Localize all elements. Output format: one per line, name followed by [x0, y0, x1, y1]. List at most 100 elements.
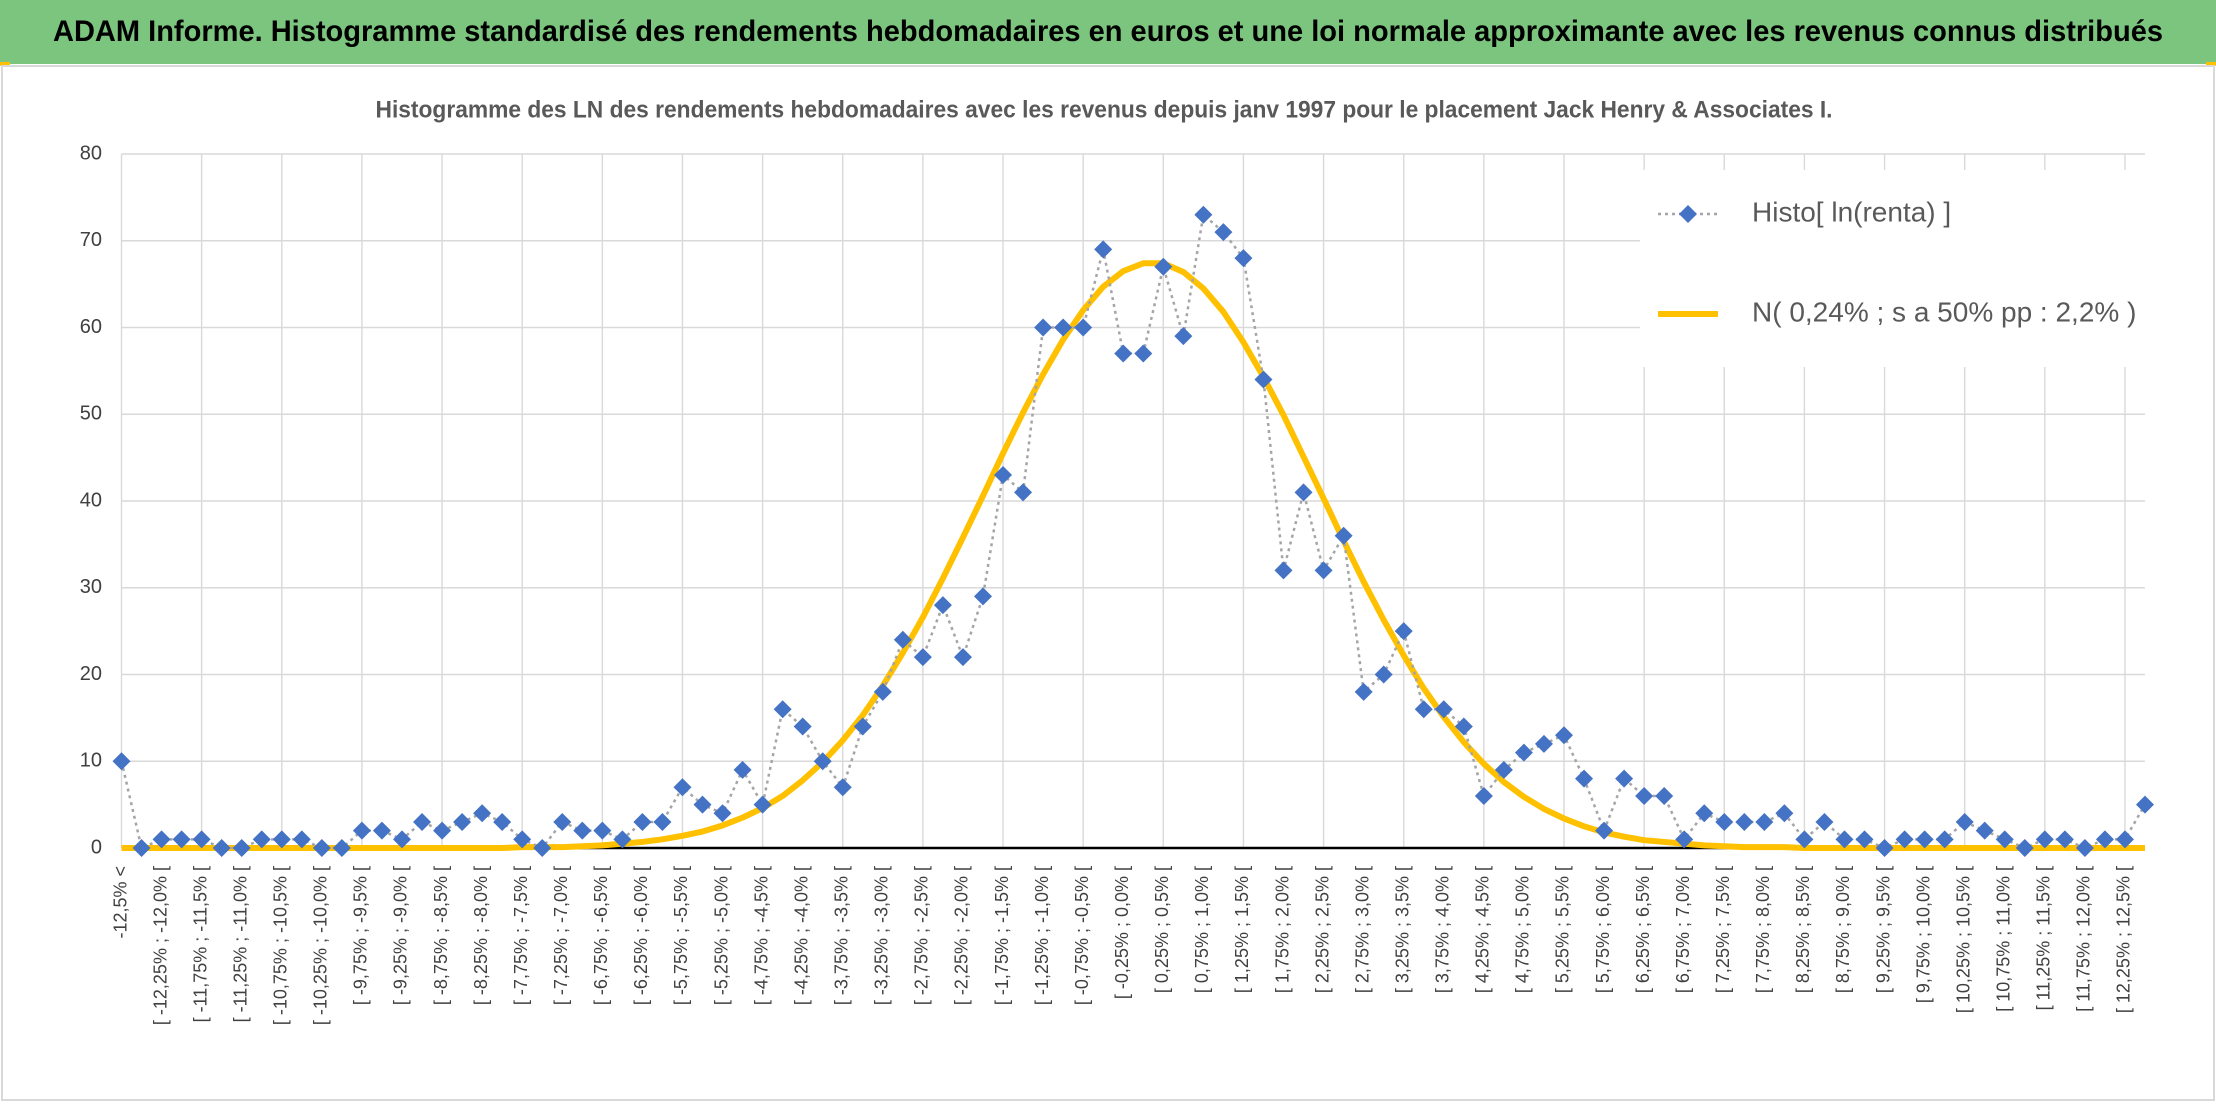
- data-point: [1615, 769, 1634, 788]
- data-point: [1154, 257, 1173, 276]
- data-point: [733, 760, 752, 779]
- data-point: [2035, 830, 2054, 849]
- y-tick-label: 70: [80, 229, 102, 251]
- legend-label: Histo[ ln(renta) ]: [1752, 196, 1951, 227]
- data-point: [473, 804, 492, 823]
- data-point: [453, 812, 472, 831]
- data-point: [1234, 249, 1253, 268]
- x-tick-label: [ 8,25% ; 8,5% [: [1793, 866, 1813, 993]
- x-tick-label: [ -8,75% ; -8,5% [: [431, 866, 451, 1005]
- data-point: [332, 839, 351, 857]
- data-point: [773, 700, 792, 719]
- data-point: [1735, 812, 1754, 831]
- x-tick-label: [ 0,75% ; 1,0% [: [1192, 866, 1212, 993]
- x-tick-label: [ 11,25% ; 11,5% [: [2034, 866, 2054, 1010]
- data-point: [1915, 830, 1934, 849]
- x-tick-label: [ -12,25% ; -12,0% [: [150, 866, 170, 1025]
- legend-label: N( 0,24% ; s a 50% pp : 2,2% ): [1752, 296, 2136, 327]
- corner: [2206, 62, 2216, 66]
- x-tick-label: [ 3,75% ; 4,0% [: [1433, 866, 1453, 993]
- data-point: [292, 830, 311, 849]
- data-point: [693, 795, 712, 814]
- data-point: [352, 821, 371, 840]
- data-point: [2115, 830, 2134, 849]
- x-tick-label: [ 9,25% ; 9,5% [: [1873, 866, 1893, 993]
- data-point: [312, 839, 331, 857]
- x-tick-label: [ -7,25% ; -7,0% [: [551, 866, 571, 1005]
- data-point: [1595, 821, 1614, 840]
- x-tick-label: [ 4,25% ; 4,5% [: [1473, 866, 1493, 993]
- x-tick-label: [ -6,75% ; -6,5% [: [591, 866, 611, 1005]
- legend-box: [1640, 170, 2148, 367]
- data-point: [192, 830, 211, 849]
- x-tick-label: [ -10,25% ; -10,0% [: [311, 866, 331, 1025]
- data-point: [1014, 483, 1033, 502]
- data-point: [994, 465, 1013, 484]
- y-tick-label: 20: [80, 663, 102, 685]
- data-point: [1434, 700, 1453, 719]
- data-point: [533, 839, 552, 857]
- data-point: [1975, 821, 1994, 840]
- data-point: [2015, 839, 2034, 857]
- x-tick-label: [ 6,25% ; 6,5% [: [1633, 866, 1653, 993]
- data-point: [853, 717, 872, 736]
- data-point: [433, 821, 452, 840]
- x-tick-label: [ 5,25% ; 5,5% [: [1553, 866, 1573, 993]
- data-point: [933, 596, 952, 615]
- x-tick-label: [ -1,25% ; -1,0% [: [1032, 866, 1052, 1005]
- x-tick-label: [ 0,25% ; 0,5% [: [1152, 866, 1172, 993]
- x-tick-label: [ -6,25% ; -6,0% [: [631, 866, 651, 1005]
- data-point: [1895, 830, 1914, 849]
- x-tick-label: [ -9,25% ; -9,0% [: [391, 866, 411, 1005]
- data-point: [152, 830, 171, 849]
- data-point: [1074, 318, 1093, 337]
- data-point: [232, 839, 251, 857]
- data-point: [513, 830, 532, 849]
- data-point: [713, 804, 732, 823]
- data-point: [973, 587, 992, 606]
- data-point: [1034, 318, 1053, 337]
- data-point: [613, 830, 632, 849]
- data-point: [2055, 830, 2074, 849]
- legend-marker: [1679, 205, 1697, 223]
- data-point: [1114, 344, 1133, 363]
- data-point: [1214, 223, 1233, 242]
- x-tick-label: [ -11,25% ; -11,0% [: [230, 866, 250, 1022]
- data-point: [673, 778, 692, 797]
- data-point: [1695, 804, 1714, 823]
- data-point: [1935, 830, 1954, 849]
- x-tick-label: [ 1,75% ; 2,0% [: [1272, 866, 1292, 993]
- data-point: [1274, 561, 1293, 580]
- data-point: [833, 778, 852, 797]
- data-point: [2095, 830, 2114, 849]
- data-point: [633, 812, 652, 831]
- x-tick-label: [ -2,75% ; -2,5% [: [912, 866, 932, 1005]
- data-point: [1955, 812, 1974, 831]
- data-point: [1875, 839, 1894, 857]
- data-point: [493, 812, 512, 831]
- data-point: [1514, 743, 1533, 762]
- data-point: [1474, 786, 1493, 805]
- data-point: [1314, 561, 1333, 580]
- x-tick-label: [ -0,75% ; -0,5% [: [1072, 866, 1092, 1005]
- x-tick-label: -12,5% <: [110, 866, 130, 939]
- data-point: [1454, 717, 1473, 736]
- x-tick-label: [ -8,25% ; -8,0% [: [471, 866, 491, 1005]
- x-tick-label: [ 7,25% ; 7,5% [: [1713, 866, 1733, 993]
- y-tick-label: 30: [80, 576, 102, 598]
- x-tick-label: [ -3,75% ; -3,5% [: [831, 866, 851, 1005]
- data-point: [252, 830, 271, 849]
- data-point: [1755, 812, 1774, 831]
- x-tick-label: [ 10,25% ; 10,5% [: [1953, 866, 1973, 1013]
- data-point: [212, 839, 231, 857]
- data-point: [813, 752, 832, 771]
- x-tick-label: [ -11,75% ; -11,5% [: [190, 866, 210, 1022]
- x-tick-label: [ 2,25% ; 2,5% [: [1312, 866, 1332, 993]
- x-tick-label: [ -9,75% ; -9,5% [: [351, 866, 371, 1005]
- x-tick-label: [ 6,75% ; 7,0% [: [1673, 866, 1693, 993]
- data-point: [1534, 734, 1553, 753]
- x-tick-label: [ -0,25% ; 0,0% [: [1112, 866, 1132, 999]
- data-point: [372, 821, 391, 840]
- data-point: [1354, 682, 1373, 701]
